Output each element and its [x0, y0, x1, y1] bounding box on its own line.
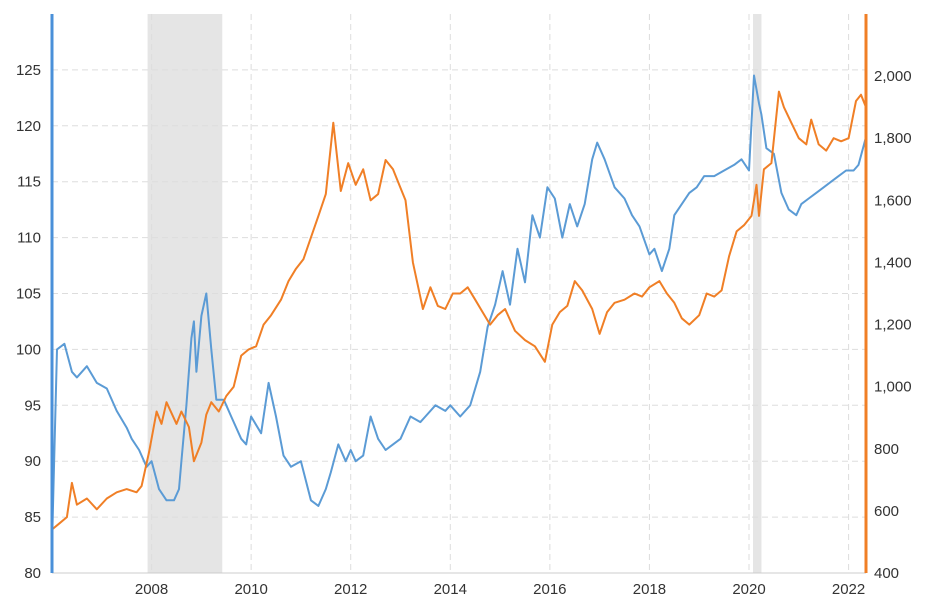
right-tick-label: 1,000 [874, 379, 912, 396]
x-tick-label: 2018 [633, 581, 666, 598]
right-tick-label: 1,600 [874, 192, 912, 209]
right-tick-label: 800 [874, 441, 899, 458]
left-tick-label: 100 [16, 341, 41, 358]
x-tick-label: 2010 [234, 581, 267, 598]
x-tick-label: 2014 [434, 581, 467, 598]
left-tick-label: 105 [16, 286, 41, 303]
left-tick-label: 80 [24, 565, 41, 582]
tick-labels: 80 85 90 95 100 105 110 115 120 125 400 600 800 1,000… [16, 62, 912, 598]
left-tick-label: 85 [24, 509, 41, 526]
x-tick-label: 2008 [135, 581, 168, 598]
right-tick-label: 1,800 [874, 130, 912, 147]
x-tick-label: 2016 [533, 581, 566, 598]
left-tick-label: 115 [17, 174, 41, 191]
series-line-right [51, 90, 867, 531]
axes [50, 14, 868, 574]
x-tick-label: 2012 [334, 581, 367, 598]
right-tick-label: 600 [874, 503, 899, 520]
series-lines [51, 74, 867, 546]
series-line-left [51, 74, 867, 546]
left-tick-label: 120 [16, 118, 41, 135]
right-tick-label: 2,000 [874, 68, 912, 85]
x-tick-label: 2022 [832, 581, 865, 598]
right-tick-label: 1,200 [874, 317, 912, 334]
left-tick-label: 110 [17, 230, 41, 247]
right-tick-label: 400 [874, 565, 899, 582]
left-tick-label: 90 [24, 453, 41, 470]
left-tick-label: 125 [16, 62, 41, 79]
right-tick-label: 1,400 [874, 254, 912, 271]
left-tick-label: 95 [24, 397, 41, 414]
grid [52, 14, 866, 573]
x-tick-label: 2020 [732, 581, 765, 598]
